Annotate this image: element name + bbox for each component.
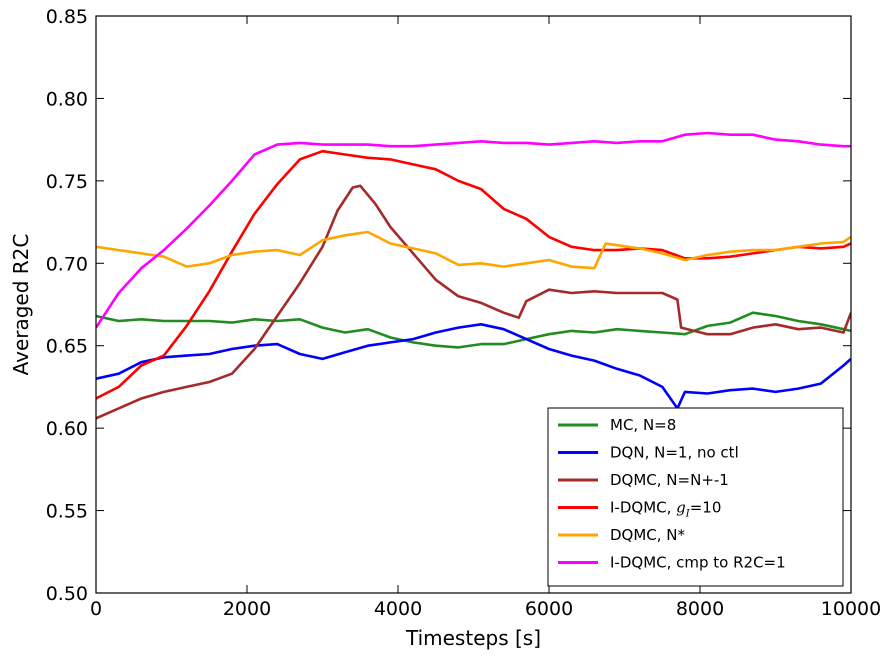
series-line-6 <box>96 131 851 329</box>
y-tick-label: 0.70 <box>46 253 88 275</box>
y-tick-label: 0.85 <box>46 6 88 28</box>
y-tick-label: 0.50 <box>46 583 88 605</box>
y-tick-label: 0.60 <box>46 418 88 440</box>
x-tick-label: 10000 <box>821 598 881 620</box>
legend-entry: DQN, N=1, no ctl <box>610 444 739 462</box>
x-tick-label: 4000 <box>374 598 422 620</box>
legend-box <box>547 407 844 587</box>
x-tick-label: 6000 <box>525 598 573 620</box>
series-line-5 <box>96 230 851 270</box>
legend-entry: MC, N=8 <box>610 416 676 434</box>
legend-entry: DQMC, N=N+-1 <box>610 471 729 489</box>
x-tick-label: 2000 <box>223 598 271 620</box>
series-line-4 <box>96 149 851 400</box>
y-tick-label: 0.75 <box>46 171 88 193</box>
series-line-1 <box>96 311 851 349</box>
legend: MC, N=8 DQN, N=1, no ctl DQMC, N=N+-1 I-DQM… <box>547 407 844 587</box>
legend-entry: DQMC, N* <box>610 526 686 544</box>
y-tick-label: 0.65 <box>46 336 88 358</box>
y-tick-label: 0.55 <box>46 501 88 523</box>
series-line-2 <box>96 322 851 410</box>
x-axis-label: Timesteps [s] <box>405 626 541 650</box>
series-layer <box>96 131 851 420</box>
x-tick-label: 0 <box>90 598 102 620</box>
series-line-3 <box>96 184 851 420</box>
ticks-layer: 0 2000 4000 6000 8000 10000 0.50 0.55 0.60 0.65 0.… <box>46 6 882 620</box>
x-tick-label: 8000 <box>676 598 724 620</box>
plot-frame <box>95 15 852 594</box>
legend-entry: I-DQMC, cmp to R2C=1 <box>610 554 786 572</box>
y-tick-label: 0.80 <box>46 88 88 110</box>
legend-entry: I-DQMC, gI=10 <box>610 499 721 520</box>
y-axis-label: Averaged R2C <box>9 234 33 376</box>
